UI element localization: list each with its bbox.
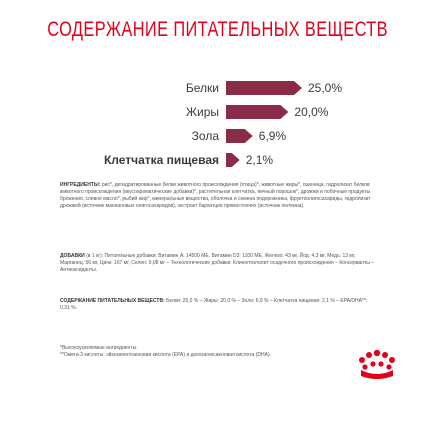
bar-1 — [226, 105, 289, 119]
bar-2 — [226, 129, 253, 143]
royal-canin-crown-logo-icon — [359, 349, 395, 379]
ingredients-heading: ИНГРЕДИЕНТЫ: — [60, 182, 101, 188]
bar-label-1: Жиры — [186, 105, 219, 119]
bar-value-3: 2,1% — [246, 153, 274, 167]
page-title: СОДЕРЖАНИЕ ПИТАТЕЛЬНЫХ ВЕЩЕСТВ — [47, 18, 388, 41]
footnote-2: **Омега-3 кислоты: эйкозапентаеновая кис… — [60, 352, 271, 358]
bar-label-2: Зола — [192, 129, 220, 143]
bar-value-0: 25,0% — [308, 81, 342, 95]
nutrients-summary-block: СОДЕРЖАНИЕ ПИТАТЕЛЬНЫХ ВЕЩЕСТВ: Белки: 2… — [60, 298, 378, 312]
bar-value-1: 20,0% — [294, 105, 328, 119]
bar-3 — [226, 153, 240, 167]
nutrients-summary-heading: СОДЕРЖАНИЕ ПИТАТЕЛЬНЫХ ВЕЩЕСТВ: — [60, 298, 165, 304]
footnote-1: *Высокоусвояемые ингредиенты. — [60, 345, 138, 351]
bar-value-2: 6,9% — [259, 129, 287, 143]
ingredients-block: ИНГРЕДИЕНТЫ: рис*, дегидратированные бел… — [60, 182, 378, 210]
nutrient-bar-chart: Белки 25,0% Жиры 20,0% Зола 6,9% Клетчатка пищ… — [104, 81, 342, 167]
additives-heading: ДОБАВКИ — [60, 253, 85, 259]
nutrients-summary-text: Белки: 25,0 % – Жиры: 20,0 % – Зола: 6,9… — [60, 298, 368, 311]
bar-label-3: Клетчатка пищевая — [104, 153, 219, 167]
additives-text: (в 1 кг): Питательные добавки: Витамин А… — [60, 253, 375, 273]
ingredients-text: рис*, дегидратированные белки животного … — [60, 182, 371, 209]
bar-label-0: Белки — [186, 81, 219, 95]
bar-0 — [226, 81, 302, 95]
footnotes-block: *Высокоусвояемые ингредиенты. **Омега-3 … — [60, 345, 350, 359]
additives-block: ДОБАВКИ (в 1 кг): Питательные добавки: В… — [60, 253, 378, 274]
